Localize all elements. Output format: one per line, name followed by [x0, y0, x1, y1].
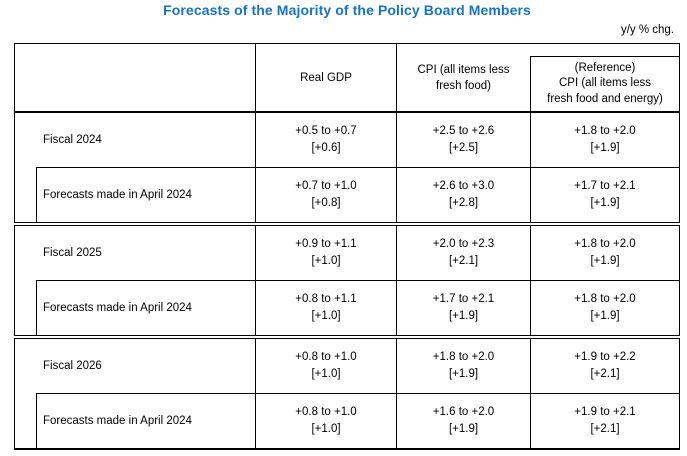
value-cell-gdp: +0.5 to +0.7 [+0.6]	[255, 113, 396, 167]
row-label: Fiscal 2025	[43, 247, 102, 259]
table-row-april-forecast: Forecasts made in April 2024 +0.7 to +1.…	[15, 167, 679, 222]
table-row-fiscal-2025: Fiscal 2025 +0.9 to +1.1 [+1.0] +2.0 to …	[15, 226, 679, 280]
value-cell-ref-cpi: +1.8 to +2.0 [+1.9]	[530, 280, 679, 335]
value-median: [+2.1]	[590, 422, 620, 435]
value-cell-gdp: +0.9 to +1.1 [+1.0]	[255, 226, 396, 280]
value-range: +0.7 to +1.0	[295, 179, 357, 192]
value-median: [+0.8]	[311, 196, 341, 209]
value-cell-cpi: +2.0 to +2.3 [+2.1]	[396, 226, 530, 280]
value-range: +1.8 to +2.0	[574, 292, 636, 305]
value-median: [+2.1]	[448, 255, 479, 267]
value-cell-gdp: +0.8 to +1.0 [+1.0]	[255, 393, 396, 448]
value-range: +1.8 to +2.0	[574, 238, 636, 250]
header-label-ref-line2: CPI (all items less	[558, 77, 652, 90]
value-range: +0.8 to +1.0	[295, 405, 357, 418]
table-row-fiscal-2024: Fiscal 2024 +0.5 to +0.7 [+0.6] +2.5 to …	[15, 113, 679, 167]
value-cell-gdp: +0.8 to +1.1 [+1.0]	[255, 280, 396, 335]
row-label-cell: Fiscal 2025	[15, 226, 255, 280]
value-range: +2.6 to +3.0	[432, 179, 495, 192]
value-median: [+1.0]	[311, 255, 341, 267]
table-row-april-forecast: Forecasts made in April 2024 +0.8 to +1.…	[15, 393, 679, 448]
value-median: [+1.9]	[448, 309, 479, 322]
value-median: [+1.9]	[590, 255, 620, 267]
section-fiscal-2026: Fiscal 2026 +0.8 to +1.0 [+1.0] +1.8 to …	[14, 338, 680, 450]
row-label: Forecasts made in April 2024	[43, 301, 192, 314]
header-cell-cpi: CPI (all items less fresh food)	[396, 44, 530, 111]
header-cell-empty	[15, 44, 255, 111]
row-label-cell: Fiscal 2026	[15, 339, 255, 393]
value-median: [+0.6]	[311, 142, 341, 154]
value-cell-ref-cpi: +1.8 to +2.0 [+1.9]	[530, 226, 679, 280]
value-cell-cpi: +2.6 to +3.0 [+2.8]	[396, 167, 530, 222]
value-median: [+2.8]	[448, 196, 479, 209]
value-median: [+1.9]	[590, 309, 620, 322]
row-label-cell: Fiscal 2024	[15, 113, 255, 167]
value-median: [+1.0]	[311, 368, 341, 380]
value-cell-gdp: +0.8 to +1.0 [+1.0]	[255, 339, 396, 393]
unit-note: y/y % chg.	[620, 24, 674, 36]
value-cell-ref-cpi: +1.8 to +2.0 [+1.9]	[530, 113, 679, 167]
section-fiscal-2024: Fiscal 2024 +0.5 to +0.7 [+0.6] +2.5 to …	[14, 112, 680, 223]
value-range: +0.8 to +1.0	[295, 351, 357, 363]
forecast-table: Real GDP CPI (all items less fresh food)…	[14, 43, 680, 450]
value-median: [+1.0]	[311, 422, 341, 435]
value-range: +0.9 to +1.1	[295, 238, 357, 250]
value-median: [+1.9]	[590, 142, 620, 154]
value-range: +1.6 to +2.0	[432, 405, 495, 418]
reference-header-box: (Reference) CPI (all items less fresh fo…	[530, 56, 679, 111]
value-median: [+1.9]	[448, 368, 479, 380]
value-range: +2.5 to +2.6	[432, 125, 495, 137]
row-label-cell: Forecasts made in April 2024	[15, 393, 255, 448]
value-range: +1.8 to +2.0	[574, 125, 636, 137]
header-label-real-gdp: Real GDP	[300, 71, 352, 84]
row-label: Fiscal 2024	[43, 134, 102, 146]
value-median: [+1.0]	[311, 309, 341, 322]
value-range: +1.9 to +2.1	[574, 405, 636, 418]
row-label-cell: Forecasts made in April 2024	[15, 280, 255, 335]
value-range: +2.0 to +2.3	[432, 238, 495, 250]
value-cell-cpi: +1.6 to +2.0 [+1.9]	[396, 393, 530, 448]
header-label-ref-line1: (Reference)	[574, 61, 636, 74]
value-range: +0.8 to +1.1	[295, 292, 357, 305]
table-header-row: Real GDP CPI (all items less fresh food)…	[14, 43, 680, 112]
header-label-cpi-line1: CPI (all items less	[417, 63, 510, 76]
value-range: +1.7 to +2.1	[574, 179, 636, 192]
table-row-fiscal-2026: Fiscal 2026 +0.8 to +1.0 [+1.0] +1.8 to …	[15, 339, 679, 393]
value-median: [+2.5]	[448, 142, 479, 154]
row-label: Forecasts made in April 2024	[43, 414, 192, 427]
section-fiscal-2025: Fiscal 2025 +0.9 to +1.1 [+1.0] +2.0 to …	[14, 225, 680, 336]
header-label-cpi-line2: fresh food)	[436, 79, 491, 92]
value-median: [+2.1]	[590, 368, 620, 380]
row-label: Fiscal 2026	[43, 360, 102, 372]
page-title: Forecasts of the Majority of the Policy …	[163, 2, 531, 18]
value-range: +1.8 to +2.0	[432, 351, 495, 363]
row-label-cell: Forecasts made in April 2024	[15, 167, 255, 222]
value-cell-ref-cpi: +1.9 to +2.2 [+2.1]	[530, 339, 679, 393]
value-cell-gdp: +0.7 to +1.0 [+0.8]	[255, 167, 396, 222]
table-row-april-forecast: Forecasts made in April 2024 +0.8 to +1.…	[15, 280, 679, 335]
header-cell-reference: (Reference) CPI (all items less fresh fo…	[530, 44, 679, 111]
value-range: +0.5 to +0.7	[295, 125, 357, 137]
header-label-ref-line3: fresh food and energy)	[547, 92, 663, 105]
value-cell-cpi: +1.7 to +2.1 [+1.9]	[396, 280, 530, 335]
value-range: +1.7 to +2.1	[432, 292, 495, 305]
header-cell-real-gdp: Real GDP	[255, 44, 396, 111]
row-label: Forecasts made in April 2024	[43, 188, 192, 201]
value-cell-cpi: +2.5 to +2.6 [+2.5]	[396, 113, 530, 167]
value-cell-ref-cpi: +1.7 to +2.1 [+1.9]	[530, 167, 679, 222]
value-median: [+1.9]	[590, 196, 620, 209]
value-cell-cpi: +1.8 to +2.0 [+1.9]	[396, 339, 530, 393]
value-cell-ref-cpi: +1.9 to +2.1 [+2.1]	[530, 393, 679, 448]
value-median: [+1.9]	[448, 422, 479, 435]
value-range: +1.9 to +2.2	[574, 351, 636, 363]
